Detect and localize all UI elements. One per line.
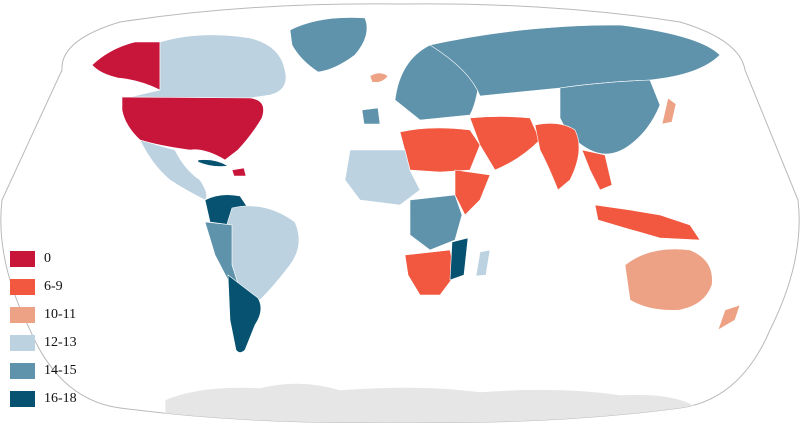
legend-label: 16-18 [44,391,77,406]
region-australia [624,248,713,311]
legend-label: 10-11 [44,307,77,322]
region-iberia [361,107,381,125]
region-southeast-asia [581,149,613,191]
legend-swatch [10,335,35,351]
region-east-africa [454,169,491,216]
region-south-asia [534,123,580,191]
region-cuba [197,159,229,167]
region-new-zealand [717,304,741,331]
region-indonesia [594,204,701,241]
region-west-africa [344,149,421,206]
region-mozambique [449,237,469,281]
legend-label: 12-13 [44,335,77,350]
region-north-africa [399,127,481,173]
region-greenland [289,17,368,73]
region-japan [661,97,677,125]
region-alaska [91,41,161,91]
region-chile-argentina [227,274,262,353]
legend-swatch [10,307,35,323]
region-iceland [369,72,389,83]
region-russia [429,24,721,97]
legend-swatch [10,251,35,267]
region-usa [121,96,264,161]
legend-swatch [10,363,35,379]
legend-label: 0 [44,251,51,266]
region-madagascar [475,249,491,277]
region-southern-africa [404,249,456,296]
legend-swatch [10,391,35,407]
region-canada [129,34,287,99]
legend-swatch [10,279,35,295]
legend-label: 14-15 [44,363,77,378]
region-haiti [231,167,247,177]
region-antarctica [164,383,701,423]
legend-label: 6-9 [44,279,63,294]
region-brazil [221,205,300,301]
region-mexico [139,139,207,201]
